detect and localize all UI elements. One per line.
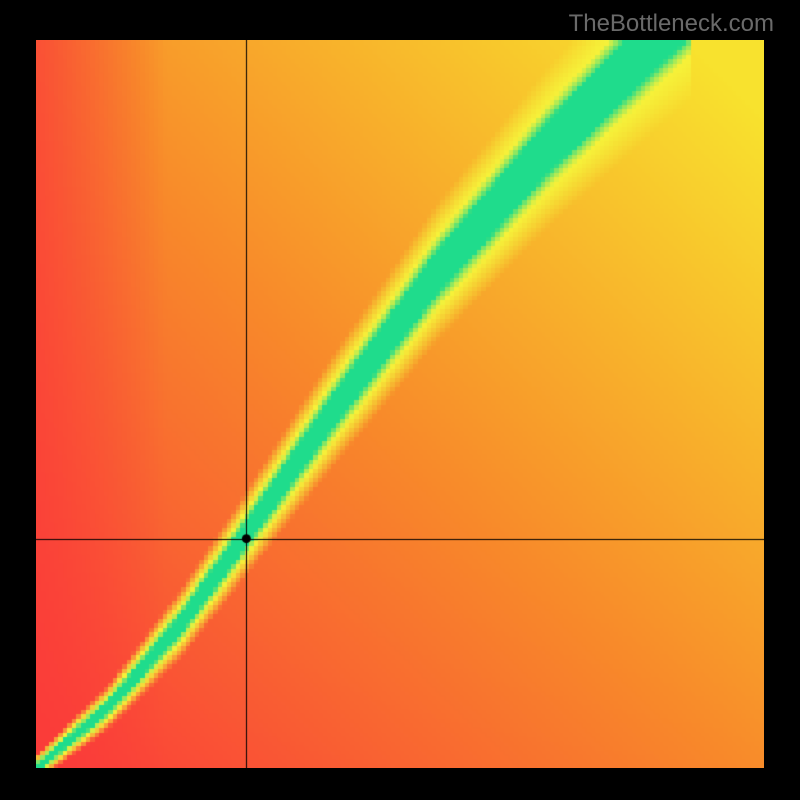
watermark-label: TheBottleneck.com	[569, 10, 774, 38]
chart-container: TheBottleneck.com	[0, 0, 800, 800]
bottleneck-heatmap	[36, 40, 764, 768]
